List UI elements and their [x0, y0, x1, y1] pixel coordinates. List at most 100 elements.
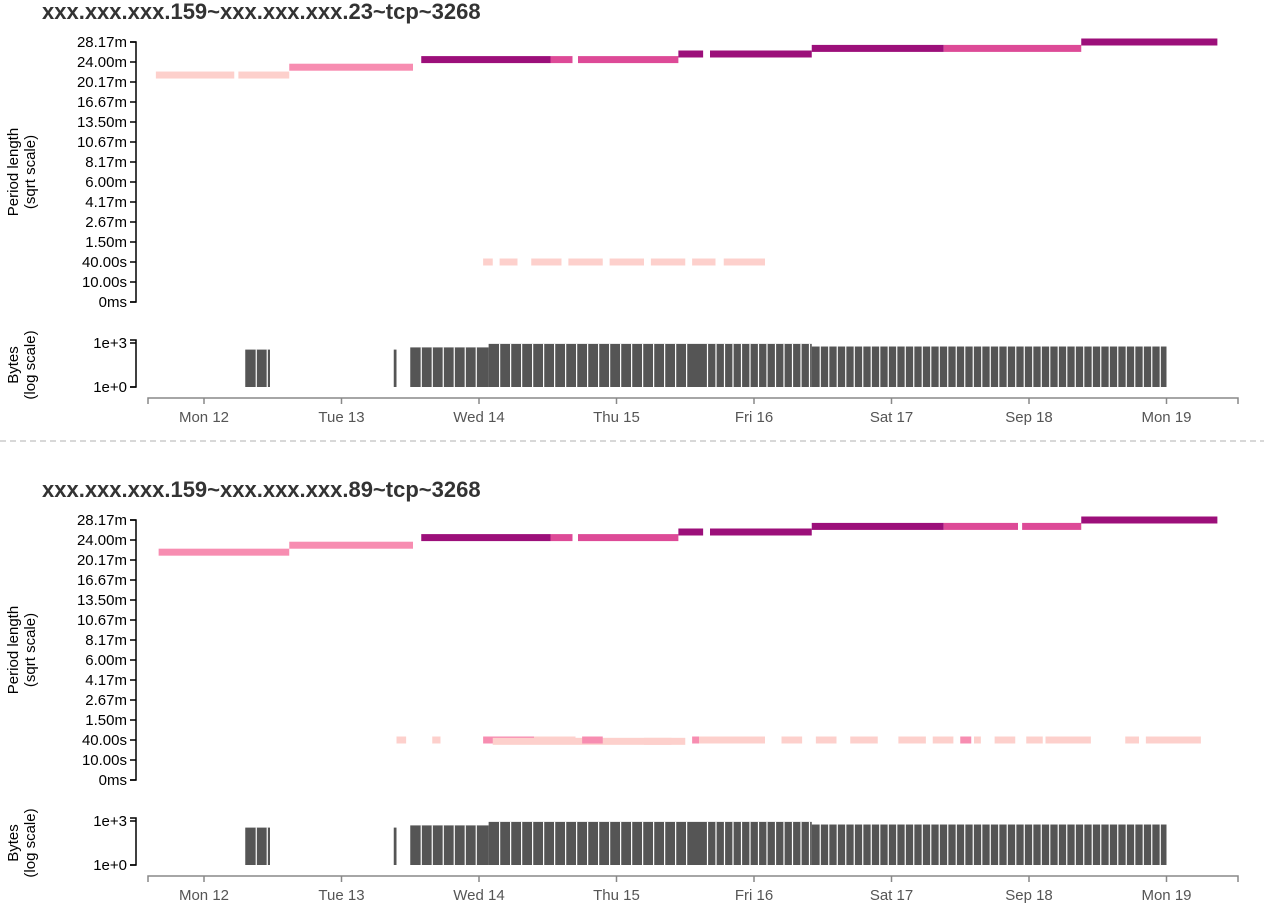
time-x-tick-label: Sep 18 [1005, 409, 1053, 426]
period-y-tick-label: 10.00s [82, 274, 127, 291]
period-y-tick-label: 1.50m [85, 234, 127, 251]
time-x-tick-label: Wed 14 [453, 409, 504, 426]
period-segment [534, 736, 576, 744]
period-y-axis-label: Period length(sqrt scale) [5, 606, 39, 694]
period-segment [421, 56, 551, 64]
time-x-tick-label: Sat 17 [870, 887, 913, 904]
period-y-tick-label: 28.17m [77, 512, 127, 529]
period-y-tick-label: 4.17m [85, 194, 127, 211]
period-segment [723, 258, 765, 266]
time-x-tick-label: Thu 15 [593, 887, 640, 904]
period-segment [396, 736, 407, 744]
bytes-block [245, 827, 270, 865]
period-segment [158, 548, 290, 556]
period-y-tick-label: 6.00m [85, 652, 127, 669]
period-segment [710, 50, 812, 58]
bytes-y-tick-label: 1e+3 [93, 335, 127, 352]
time-x-tick-label: Tue 13 [318, 409, 364, 426]
bytes-y-axis-label-line: (log scale) [22, 808, 39, 877]
period-y-tick-label: 0ms [99, 772, 127, 789]
bytes-block [488, 821, 699, 865]
period-segment [644, 737, 686, 745]
time-x-tick-label: Mon 12 [179, 409, 229, 426]
period-y-tick-label: 20.17m [77, 552, 127, 569]
period-segment [650, 258, 686, 266]
period-y-tick-label: 4.17m [85, 672, 127, 689]
period-y-tick-label: 0ms [99, 294, 127, 311]
time-x-tick-label: Fri 16 [735, 887, 773, 904]
period-y-tick-label: 20.17m [77, 74, 127, 91]
period-segment [932, 736, 954, 744]
time-x-tick-label: Thu 15 [593, 409, 640, 426]
period-y-tick-label: 28.17m [77, 34, 127, 51]
period-y-tick-label: 10.67m [77, 134, 127, 151]
chart-title: xxx.xxx.xxx.159~xxx.xxx.xxx.23~tcp~3268 [42, 0, 481, 24]
period-y-tick-label: 8.17m [85, 632, 127, 649]
period-y-axis [130, 41, 137, 303]
period-y-axis-label-line: Period length [5, 606, 22, 694]
time-x-tick-label: Mon 19 [1141, 887, 1191, 904]
period-y-tick-label: 2.67m [85, 214, 127, 231]
period-y-tick-label: 1.50m [85, 712, 127, 729]
period-segment [432, 736, 441, 744]
period-segment [578, 56, 679, 64]
chart-title: xxx.xxx.xxx.159~xxx.xxx.xxx.89~tcp~3268 [42, 477, 481, 502]
period-segment [1045, 736, 1091, 744]
bytes-y-axis-label-line: Bytes [5, 346, 22, 384]
bytes-y-tick-label: 1e+0 [93, 857, 127, 874]
period-y-tick-label: 6.00m [85, 174, 127, 191]
bytes-y-axis [130, 817, 137, 866]
time-x-tick-label: Sat 17 [870, 409, 913, 426]
time-x-tick-label: Fri 16 [735, 409, 773, 426]
period-segment [238, 71, 290, 79]
time-x-tick-label: Sep 18 [1005, 887, 1053, 904]
time-x-axis [147, 875, 1239, 882]
time-x-axis [147, 397, 1239, 404]
period-segment [781, 736, 803, 744]
period-segment [568, 258, 603, 266]
bytes-block [488, 343, 699, 387]
time-x-tick-label: Tue 13 [318, 887, 364, 904]
period-y-tick-label: 2.67m [85, 692, 127, 709]
period-segment [609, 258, 644, 266]
period-segment [710, 528, 812, 536]
period-y-tick-label: 10.67m [77, 612, 127, 629]
chart-panel-0: 0ms 10.00s 40.00s 1.50m 2.67m 4.17m 6.00m 8.17m… [5, 34, 1239, 426]
period-segment [1081, 38, 1218, 46]
period-segment [678, 528, 704, 536]
time-x-tick-label: Mon 19 [1141, 409, 1191, 426]
bytes-y-axis-label: Bytes(log scale) [5, 330, 39, 399]
period-segment [578, 534, 679, 542]
period-segment [994, 736, 1016, 744]
time-x-tick-label: Mon 12 [179, 887, 229, 904]
period-segment [483, 258, 493, 266]
period-y-tick-label: 40.00s [82, 254, 127, 271]
time-x-tick-label: Wed 14 [453, 887, 504, 904]
period-segment [155, 71, 235, 79]
period-y-axis-label-line: (sqrt scale) [22, 613, 39, 687]
period-y-axis-label-line: (sqrt scale) [22, 135, 39, 209]
period-y-tick-label: 13.50m [77, 592, 127, 609]
period-segment [943, 44, 1082, 52]
period-y-axis-label-line: Period length [5, 128, 22, 216]
period-segment [699, 736, 765, 744]
period-segment [974, 736, 981, 744]
period-segment [1125, 736, 1139, 744]
bytes-y-axis-label: Bytes(log scale) [5, 808, 39, 877]
period-y-axis [130, 519, 137, 781]
bytes-y-axis [130, 339, 137, 388]
period-segment [1022, 522, 1082, 530]
period-y-tick-label: 24.00m [77, 54, 127, 71]
bytes-y-axis-label-line: Bytes [5, 824, 22, 862]
period-segment [550, 56, 573, 64]
chart-panel-1: 0ms 10.00s 40.00s 1.50m 2.67m 4.17m 6.00m 8.17m… [5, 512, 1239, 904]
period-segment [289, 63, 413, 71]
bytes-block [245, 349, 270, 387]
period-segment [811, 44, 944, 52]
bytes-block [811, 824, 1167, 865]
period-segment [1026, 736, 1043, 744]
period-segment [1145, 736, 1201, 744]
period-y-tick-label: 16.67m [77, 94, 127, 111]
period-segment [499, 258, 518, 266]
